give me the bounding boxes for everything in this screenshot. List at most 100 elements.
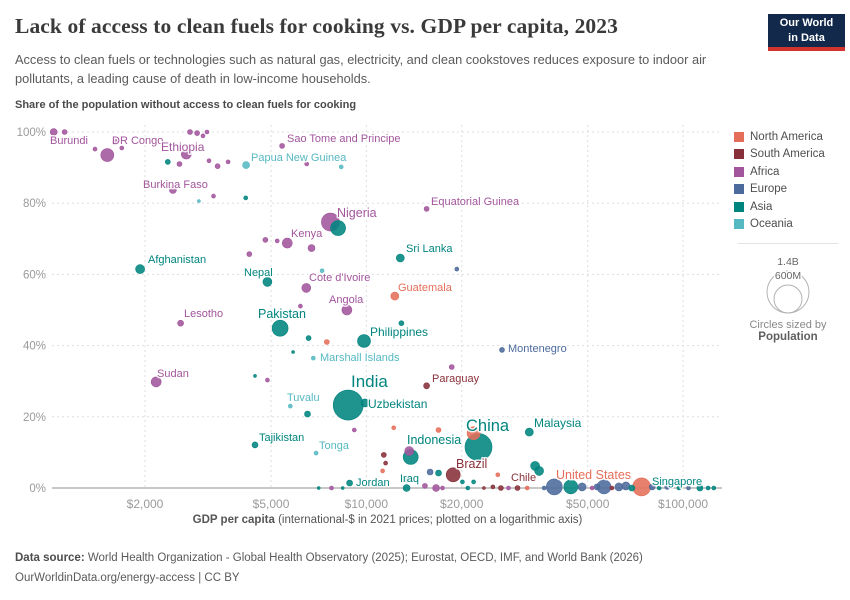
data-point[interactable] xyxy=(404,446,415,456)
data-point[interactable] xyxy=(246,251,253,257)
data-point-pakistan[interactable] xyxy=(271,319,289,337)
data-point[interactable] xyxy=(383,460,388,466)
data-point[interactable] xyxy=(340,486,345,490)
data-point-nepal[interactable] xyxy=(262,277,273,287)
data-point[interactable] xyxy=(435,427,442,433)
data-point-tuvalu[interactable] xyxy=(287,403,293,409)
data-point[interactable] xyxy=(330,220,346,236)
country-label-montenegro[interactable]: Montenegro xyxy=(507,342,569,357)
data-point[interactable] xyxy=(165,159,171,165)
country-label-nigeria[interactable]: Nigeria xyxy=(336,205,379,222)
data-point[interactable] xyxy=(329,485,334,491)
data-point[interactable] xyxy=(253,374,257,378)
data-point[interactable] xyxy=(593,483,601,491)
country-label-malaysia[interactable]: Malaysia xyxy=(533,415,584,432)
data-point[interactable] xyxy=(214,163,221,169)
country-label-uzbekistan[interactable]: Uzbekistan xyxy=(367,396,429,413)
data-point[interactable] xyxy=(656,485,662,491)
data-point[interactable] xyxy=(307,244,316,252)
country-label-nepal[interactable]: Nepal xyxy=(243,266,275,281)
data-point[interactable] xyxy=(534,466,544,476)
data-point[interactable] xyxy=(298,303,303,309)
data-point-burundi[interactable] xyxy=(49,128,58,136)
data-point[interactable] xyxy=(391,425,397,431)
data-point[interactable] xyxy=(498,485,504,491)
country-label-tuvalu[interactable]: Tuvalu xyxy=(286,391,322,406)
data-point[interactable] xyxy=(304,410,311,418)
country-label-sudan[interactable]: Sudan xyxy=(156,367,191,382)
data-point[interactable] xyxy=(206,158,212,164)
legend-item-europe[interactable]: Europe xyxy=(734,181,842,199)
data-point-marshall-islands[interactable] xyxy=(310,355,316,361)
data-point[interactable] xyxy=(609,485,615,491)
data-point[interactable] xyxy=(291,350,295,354)
country-label-dr-congo[interactable]: DR Congo xyxy=(111,134,165,149)
data-point[interactable] xyxy=(454,266,460,272)
data-point-kenya[interactable] xyxy=(281,237,293,249)
data-point-uzbekistan[interactable] xyxy=(360,398,370,408)
legend-item-africa[interactable]: Africa xyxy=(734,163,842,181)
data-point-brazil[interactable] xyxy=(445,467,461,483)
data-point-paraguay[interactable] xyxy=(423,382,430,390)
data-point-sudan[interactable] xyxy=(150,376,162,388)
legend-item-oceania[interactable]: Oceania xyxy=(734,216,842,234)
data-point-equatorial-guinea[interactable] xyxy=(423,206,430,212)
data-point[interactable] xyxy=(435,469,442,477)
country-label-burundi[interactable]: Burundi xyxy=(49,134,90,149)
data-point-united-states[interactable] xyxy=(632,477,651,497)
country-label-tonga[interactable]: Tonga xyxy=(318,439,352,454)
data-point[interactable] xyxy=(448,364,455,370)
country-label-angola[interactable]: Angola xyxy=(328,293,366,308)
data-point[interactable] xyxy=(471,479,476,485)
country-label-china[interactable]: China xyxy=(465,416,512,437)
country-label-ethiopia[interactable]: Ethiopia xyxy=(160,139,207,156)
data-point-angola[interactable] xyxy=(341,304,353,316)
country-label-pakistan[interactable]: Pakistan xyxy=(257,306,308,323)
data-point[interactable] xyxy=(426,468,434,476)
data-point[interactable] xyxy=(380,468,385,474)
owid-logo[interactable]: Our World in Data xyxy=(768,14,845,51)
country-label-philippines[interactable]: Philippines xyxy=(369,324,430,341)
data-point[interactable] xyxy=(404,477,409,483)
data-point[interactable] xyxy=(211,193,216,199)
data-point[interactable] xyxy=(338,164,344,170)
country-label-singapore[interactable]: Singapore xyxy=(651,475,704,490)
country-label-kenya[interactable]: Kenya xyxy=(290,227,325,242)
data-point[interactable] xyxy=(304,161,310,167)
data-point[interactable] xyxy=(319,268,325,274)
data-point-guatemala[interactable] xyxy=(390,291,400,301)
data-point[interactable] xyxy=(577,482,587,492)
country-label-afghanistan[interactable]: Afghanistan xyxy=(147,253,208,268)
country-label-brazil[interactable]: Brazil xyxy=(455,456,489,473)
data-point[interactable] xyxy=(197,199,201,203)
country-label-tajikistan[interactable]: Tajikistan xyxy=(258,431,306,446)
country-label-burkina-faso[interactable]: Burkina Faso xyxy=(142,178,210,193)
data-point-sri-lanka[interactable] xyxy=(395,253,405,263)
data-point-tonga[interactable] xyxy=(313,450,319,456)
legend-item-asia[interactable]: Asia xyxy=(734,198,842,216)
country-label-india[interactable]: India xyxy=(350,371,390,393)
data-point-dr-congo[interactable] xyxy=(100,148,115,162)
data-point[interactable] xyxy=(194,130,200,136)
data-point-lesotho[interactable] xyxy=(177,319,184,327)
country-label-iraq[interactable]: Iraq xyxy=(399,472,421,487)
data-point[interactable] xyxy=(187,129,193,135)
data-point-singapore[interactable] xyxy=(696,484,704,492)
data-point[interactable] xyxy=(176,161,183,167)
license-text[interactable]: OurWorldinData.org/energy-access | CC BY xyxy=(15,572,240,585)
data-point[interactable] xyxy=(243,195,248,201)
country-label-cote-d-ivoire[interactable]: Cote d'Ivoire xyxy=(308,271,372,286)
data-point-philippines[interactable] xyxy=(357,334,371,348)
data-point[interactable] xyxy=(432,484,440,492)
data-point-iraq[interactable] xyxy=(402,484,411,492)
data-point[interactable] xyxy=(323,339,330,345)
data-point[interactable] xyxy=(506,485,511,491)
data-point[interactable] xyxy=(466,426,481,441)
data-point-ethiopia[interactable] xyxy=(181,148,192,160)
data-point[interactable] xyxy=(545,478,563,496)
data-point-chile[interactable] xyxy=(514,485,521,491)
data-point[interactable] xyxy=(351,427,357,433)
country-label-lesotho[interactable]: Lesotho xyxy=(183,307,225,322)
data-point[interactable] xyxy=(490,484,496,490)
data-point[interactable] xyxy=(225,159,231,165)
